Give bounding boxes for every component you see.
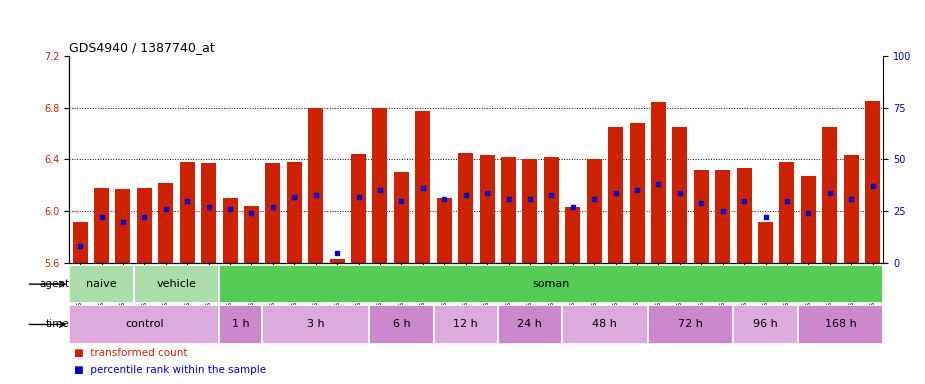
Bar (734, 305, 797, 344)
Bar (287, 162, 302, 263)
Text: soman: soman (533, 279, 570, 289)
Text: 72 h: 72 h (678, 319, 703, 329)
Text: time: time (45, 319, 69, 329)
Bar (69, 265, 133, 303)
Text: 168 h: 168 h (825, 319, 857, 329)
Bar (498, 305, 562, 344)
Bar (758, 222, 773, 263)
Bar (369, 305, 434, 344)
Bar (651, 103, 666, 263)
Bar (844, 156, 858, 263)
Text: 6 h: 6 h (392, 319, 410, 329)
Bar (352, 154, 366, 263)
Bar (630, 123, 645, 263)
Bar (801, 176, 816, 263)
Bar (94, 188, 109, 263)
Text: 1 h: 1 h (232, 319, 250, 329)
Bar (201, 163, 216, 263)
Bar (458, 153, 474, 263)
Text: vehicle: vehicle (156, 279, 196, 289)
Text: ■  percentile rank within the sample: ■ percentile rank within the sample (74, 365, 266, 375)
Bar (394, 172, 409, 263)
Bar (586, 159, 601, 263)
Text: 96 h: 96 h (753, 319, 778, 329)
Bar (865, 101, 881, 263)
Bar (415, 111, 430, 263)
Bar (308, 108, 323, 263)
Bar (329, 259, 345, 263)
Bar (265, 163, 280, 263)
Text: control: control (125, 319, 164, 329)
Bar (373, 108, 388, 263)
Bar (501, 157, 516, 263)
Bar (694, 170, 709, 263)
Bar (434, 305, 498, 344)
Text: ■  transformed count: ■ transformed count (74, 348, 188, 358)
Bar (736, 169, 752, 263)
Bar (715, 170, 730, 263)
Bar (69, 305, 219, 344)
Bar (219, 265, 883, 303)
Text: GDS4940 / 1387740_at: GDS4940 / 1387740_at (69, 41, 216, 55)
Bar (523, 159, 537, 263)
Bar (262, 305, 369, 344)
Bar (72, 222, 88, 263)
Text: agent: agent (39, 279, 69, 289)
Bar (562, 305, 648, 344)
Bar (437, 198, 451, 263)
Text: 12 h: 12 h (453, 319, 478, 329)
Bar (479, 156, 495, 263)
Bar (219, 305, 262, 344)
Bar (158, 183, 173, 263)
Bar (565, 207, 580, 263)
Bar (244, 206, 259, 263)
Bar (672, 127, 687, 263)
Bar (133, 265, 219, 303)
Bar (223, 198, 238, 263)
Bar (116, 189, 130, 263)
Bar (544, 157, 559, 263)
Bar (179, 162, 194, 263)
Bar (648, 305, 734, 344)
Text: 24 h: 24 h (517, 319, 542, 329)
Text: 3 h: 3 h (307, 319, 325, 329)
Bar (608, 127, 623, 263)
Bar (137, 188, 152, 263)
Bar (797, 305, 883, 344)
Text: 48 h: 48 h (593, 319, 617, 329)
Text: naive: naive (86, 279, 117, 289)
Bar (822, 127, 837, 263)
Bar (780, 162, 795, 263)
